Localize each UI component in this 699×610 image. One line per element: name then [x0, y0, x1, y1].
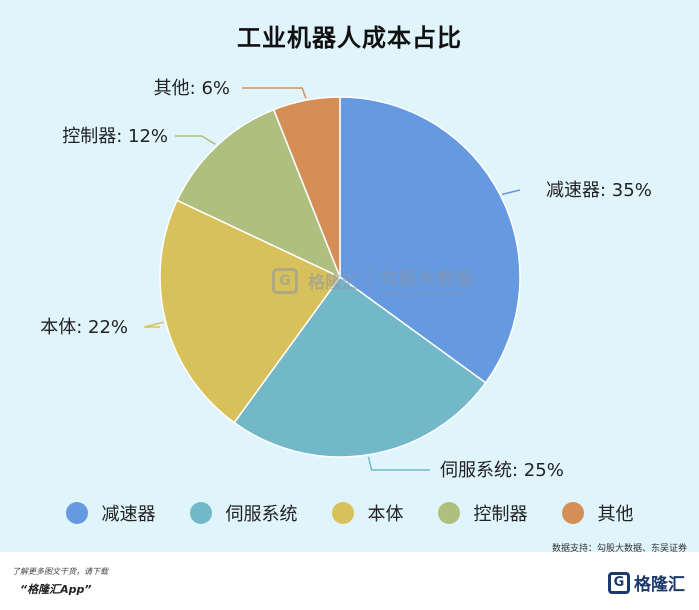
leader-line-4	[175, 135, 216, 145]
pie-slice-4	[176, 108, 342, 279]
brand-name: 格隆汇	[634, 575, 685, 595]
pie-slice-1	[339, 96, 521, 384]
slice-label-2: 伺服系统: 25%	[440, 460, 564, 481]
footer-band	[0, 552, 699, 610]
slice-label-1: 减速器: 35%	[546, 180, 652, 201]
watermark: G 格隆汇 勾股大数据 www.gogudata.com	[272, 264, 475, 297]
legend-item-1[interactable]: 减速器	[65, 500, 156, 526]
legend-item-3[interactable]: 本体	[331, 500, 404, 526]
legend-label: 本体	[367, 504, 404, 525]
legend-item-5[interactable]: 其他	[561, 500, 634, 526]
data-source: 数据支持：勾股大数据、东吴证券	[551, 544, 687, 554]
chart-title: 工业机器人成本占比	[237, 24, 462, 52]
leader-line-1	[501, 189, 521, 196]
legend-label: 其他	[597, 504, 634, 525]
brand-logo: G 格隆汇	[608, 570, 685, 595]
slice-label-4: 控制器: 12%	[62, 126, 168, 147]
legend-label: 伺服系统	[225, 504, 298, 525]
pie-slice-5	[272, 96, 341, 278]
legend-swatch	[561, 502, 584, 524]
watermark-divider	[369, 266, 370, 295]
watermark-name: 格隆汇	[308, 273, 359, 293]
promo-text: 了解更多图文干货，请下载	[12, 567, 108, 576]
legend-swatch	[65, 502, 88, 524]
legend-item-4[interactable]: 控制器	[437, 500, 528, 526]
watermark-partner: 勾股大数据	[380, 269, 475, 289]
brand-logo-icon: G	[608, 571, 630, 594]
legend-label: 控制器	[473, 504, 528, 525]
promo-app-name[interactable]: “格隆汇App”	[20, 583, 92, 596]
slice-label-5: 其他: 6%	[154, 78, 230, 99]
pie-slice-2	[233, 275, 487, 458]
chart-legend: 减速器 伺服系统 本体 控制器 其他	[0, 500, 699, 526]
legend-swatch	[437, 502, 460, 524]
leader-line-2	[367, 456, 430, 471]
leader-line-5	[242, 87, 307, 99]
watermark-url: www.gogudata.com	[380, 289, 466, 297]
legend-label: 减速器	[101, 504, 156, 525]
pie-chart: 减速器: 35% 伺服系统: 25% 本体: 22% 控制器: 12% 其他: 6%	[40, 78, 652, 481]
legend-item-2[interactable]: 伺服系统	[189, 500, 298, 526]
legend-swatch	[331, 502, 354, 524]
legend-swatch	[189, 502, 212, 524]
slice-label-3: 本体: 22%	[40, 317, 128, 338]
watermark-logo-icon: G	[272, 267, 298, 294]
leader-line-3	[144, 321, 164, 328]
